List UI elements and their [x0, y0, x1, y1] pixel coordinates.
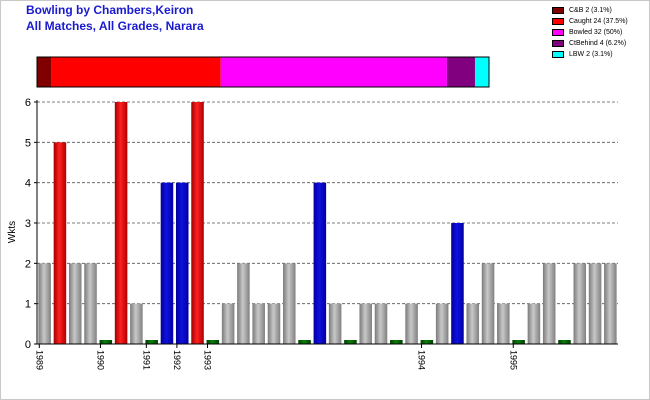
- bar: [68, 263, 82, 344]
- y-tick-label: 1: [25, 299, 31, 311]
- bar: [328, 303, 342, 344]
- bar: [573, 263, 587, 344]
- legend-item: C&B 2 (3.1%): [552, 5, 628, 16]
- y-tick-label: 3: [25, 218, 31, 230]
- season-label: 1989: [34, 350, 44, 370]
- bar: [130, 303, 143, 344]
- bar: [252, 303, 265, 344]
- bar: [237, 263, 250, 344]
- bar: [374, 303, 388, 344]
- bar: [527, 303, 541, 344]
- season-label: 1994: [417, 350, 427, 370]
- bar: [497, 303, 510, 344]
- legend-label: LBW 2 (3.1%): [569, 51, 613, 58]
- bar: [420, 340, 434, 344]
- y-axis-label: Wkts: [7, 221, 18, 243]
- bar: [221, 303, 235, 344]
- bars: [38, 102, 617, 344]
- legend-swatch: [552, 51, 564, 58]
- dismissal-segment: [37, 57, 52, 87]
- bar: [405, 303, 418, 344]
- legend-item: Bowled 32 (50%): [552, 27, 628, 38]
- y-tick-label: 4: [25, 178, 31, 190]
- dismissal-stacked-bar: [36, 56, 490, 88]
- bar: [558, 340, 571, 344]
- legend-swatch: [552, 40, 564, 47]
- season-label: 1992: [172, 350, 182, 370]
- legend-label: Caught 24 (37.5%): [569, 18, 628, 25]
- legend-swatch: [552, 7, 564, 14]
- season-label: 1995: [508, 350, 518, 370]
- y-tick-label: 5: [25, 137, 31, 149]
- bar: [114, 102, 128, 344]
- bar: [160, 182, 174, 344]
- dismissal-bar-border: [36, 56, 490, 88]
- axes: [34, 100, 618, 345]
- legend-label: CtBehind 4 (6.2%): [569, 40, 627, 47]
- bar: [390, 340, 403, 344]
- bar: [283, 263, 296, 344]
- bar: [344, 340, 357, 344]
- bar: [542, 263, 556, 344]
- legend-swatch: [552, 18, 564, 25]
- legend-item: LBW 2 (3.1%): [552, 49, 628, 60]
- season-labels: 1989 1990 1991 1992 1993 1994 1995: [34, 344, 518, 370]
- bar: [99, 340, 113, 344]
- y-tick-label: 6: [25, 97, 31, 109]
- bar: [604, 263, 617, 344]
- legend: C&B 2 (3.1%) Caught 24 (37.5%) Bowled 32 (…: [552, 5, 628, 60]
- season-label: 1993: [202, 350, 212, 370]
- legend-label: Bowled 32 (50%): [569, 29, 623, 36]
- bar: [359, 303, 372, 344]
- bar: [145, 340, 158, 344]
- bar: [481, 263, 495, 344]
- legend-item: Caught 24 (37.5%): [552, 16, 628, 27]
- legend-item: CtBehind 4 (6.2%): [552, 38, 628, 49]
- bar: [435, 303, 449, 344]
- y-tick-label: 2: [25, 258, 31, 270]
- y-tick-labels: 0 1 2 3 4 5 6: [25, 97, 31, 351]
- dismissal-segment: [446, 57, 475, 87]
- bar: [512, 340, 525, 344]
- bar: [38, 263, 51, 344]
- bar: [451, 223, 464, 344]
- bar: [267, 303, 281, 344]
- bar: [53, 142, 67, 344]
- season-label: 1991: [141, 350, 151, 370]
- y-tick-label: 0: [25, 339, 31, 351]
- bar: [175, 182, 189, 344]
- season-label: 1990: [95, 350, 105, 370]
- legend-swatch: [552, 29, 564, 36]
- legend-label: C&B 2 (3.1%): [569, 7, 612, 14]
- bar: [191, 102, 204, 344]
- dismissal-segment: [474, 57, 489, 87]
- bar: [466, 303, 480, 344]
- chart-title-line1: Bowling by Chambers,Keiron: [26, 3, 194, 17]
- bar: [298, 340, 311, 344]
- bar: [206, 340, 220, 344]
- bar: [84, 263, 97, 344]
- bar: [313, 182, 327, 344]
- dismissal-segment: [220, 57, 447, 87]
- chart-title-line2: All Matches, All Grades, Narara: [26, 19, 204, 33]
- dismissal-segment: [51, 57, 221, 87]
- bar: [588, 263, 602, 344]
